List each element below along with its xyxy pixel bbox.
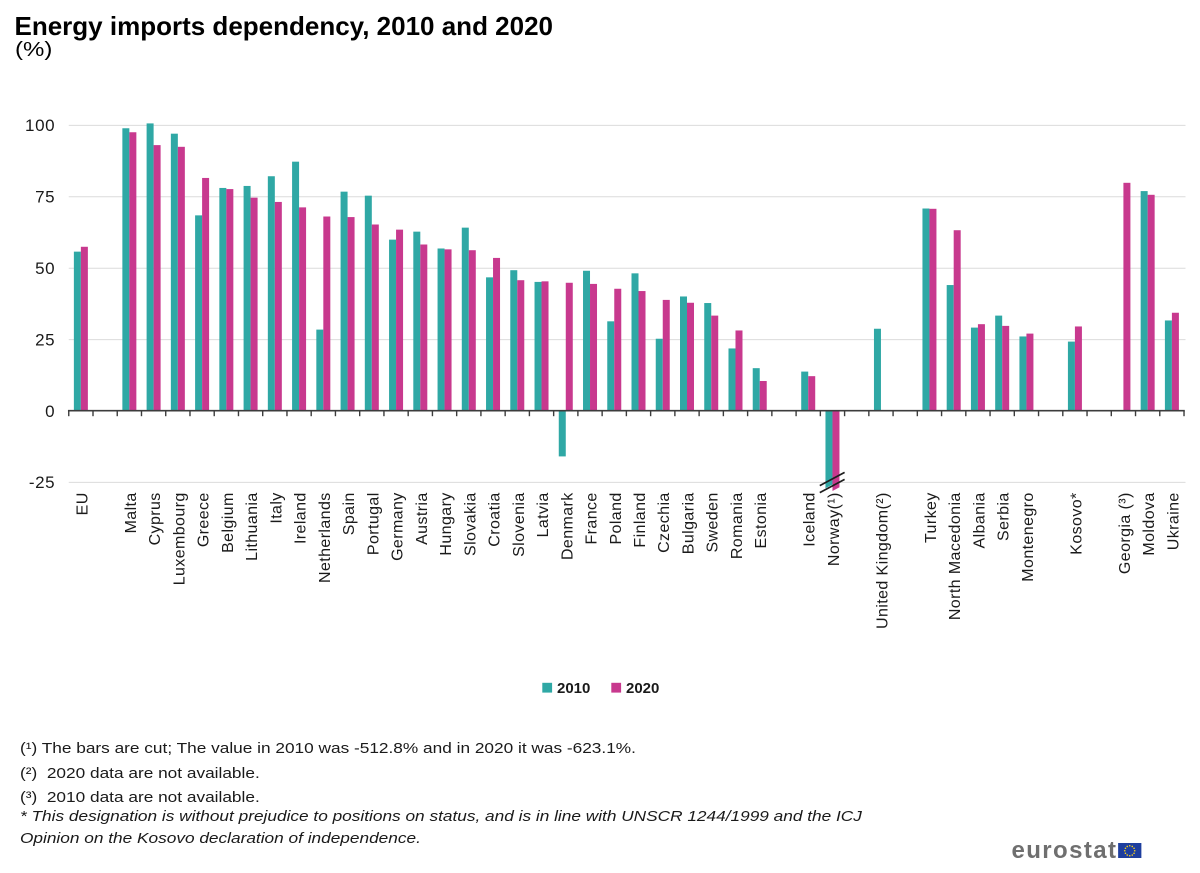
svg-text:Greece: Greece [196, 492, 213, 547]
svg-text:Turkey: Turkey [923, 492, 940, 543]
svg-text:Iceland: Iceland [802, 492, 819, 546]
svg-text:Hungary: Hungary [438, 492, 455, 555]
svg-text:2010: 2010 [557, 680, 590, 697]
svg-text:Portugal: Portugal [365, 492, 382, 555]
svg-text:Slovakia: Slovakia [462, 492, 479, 556]
svg-text:Norway(¹): Norway(¹) [826, 492, 843, 566]
svg-text:Moldova: Moldova [1141, 492, 1158, 555]
svg-text:Germany: Germany [390, 492, 407, 561]
svg-text:25: 25 [35, 330, 55, 349]
svg-text:100: 100 [25, 116, 55, 135]
svg-text:Montenegro: Montenegro [1020, 492, 1037, 581]
svg-text:Georgia (³): Georgia (³) [1117, 492, 1134, 574]
svg-text:Bulgaria: Bulgaria [681, 492, 698, 554]
svg-text:Ireland: Ireland [293, 492, 310, 544]
svg-text:Lithuania: Lithuania [244, 492, 261, 561]
svg-text:Ukraine: Ukraine [1165, 492, 1182, 550]
svg-text:2020: 2020 [626, 680, 659, 697]
svg-text:Croatia: Croatia [487, 492, 504, 546]
svg-text:-25: -25 [29, 473, 55, 492]
svg-text:Finland: Finland [632, 492, 649, 547]
svg-text:Belgium: Belgium [220, 492, 237, 553]
svg-text:Poland: Poland [608, 492, 625, 544]
svg-text:75: 75 [35, 188, 55, 207]
svg-text:Luxembourg: Luxembourg [171, 492, 188, 585]
svg-text:Czechia: Czechia [656, 492, 673, 553]
svg-text:Latvia: Latvia [535, 492, 552, 537]
svg-text:Netherlands: Netherlands [317, 492, 334, 583]
svg-text:Italy: Italy [268, 492, 285, 523]
svg-text:Slovenia: Slovenia [511, 492, 528, 557]
svg-text:0: 0 [45, 402, 55, 421]
svg-text:Estonia: Estonia [753, 492, 770, 548]
svg-text:Serbia: Serbia [996, 492, 1013, 541]
svg-text:Cyprus: Cyprus [147, 492, 164, 545]
svg-text:Sweden: Sweden [705, 492, 722, 552]
svg-text:Albania: Albania [971, 492, 988, 548]
svg-text:Kosovo*: Kosovo* [1068, 492, 1085, 554]
svg-text:France: France [584, 492, 601, 544]
svg-text:Austria: Austria [414, 492, 431, 545]
svg-text:United Kingdom(²): United Kingdom(²) [874, 492, 891, 629]
svg-text:Spain: Spain [341, 492, 358, 535]
svg-text:50: 50 [35, 259, 55, 278]
svg-text:Denmark: Denmark [559, 492, 576, 560]
svg-text:North Macedonia: North Macedonia [947, 492, 964, 620]
svg-text:Romania: Romania [729, 492, 746, 559]
svg-text:EU: EU [74, 492, 91, 515]
svg-text:Malta: Malta [123, 492, 140, 533]
